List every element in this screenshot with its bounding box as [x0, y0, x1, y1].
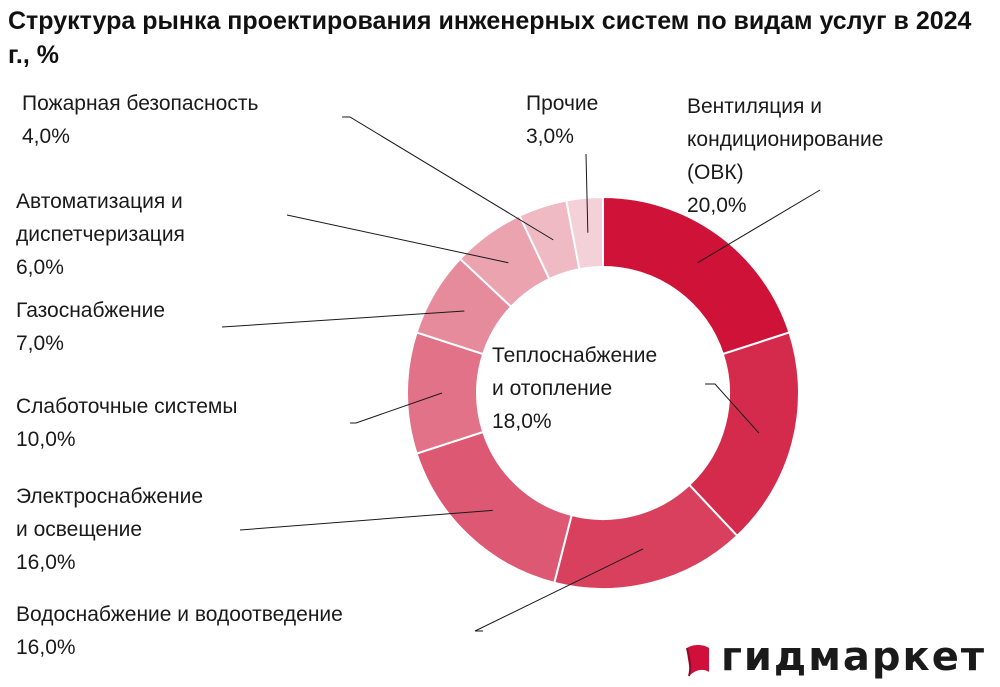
- label-fire-value: 4,0%: [22, 125, 70, 148]
- label-heat-value: 18,0%: [492, 410, 552, 433]
- label-fire-line-1: Пожарная безопасность: [22, 92, 259, 115]
- label-water: Водоснабжение и водоотведение 16,0%: [16, 598, 343, 664]
- label-fire: Пожарная безопасность 4,0%: [22, 87, 258, 153]
- leader-line-5: [350, 392, 443, 424]
- leader-line-1: [697, 189, 821, 264]
- brand-name: гидмаркет: [721, 634, 987, 680]
- label-ovk-value: 20,0%: [687, 194, 747, 217]
- label-ovk: Вентиляция и кондиционирование (ОВК) 20,…: [687, 90, 883, 222]
- leader-line-7: [286, 214, 509, 264]
- label-gas-line-1: Газоснабжение: [16, 299, 166, 322]
- donut-slice-9: [565, 195, 604, 271]
- leader-line-3: [474, 548, 644, 632]
- label-ovk-line-1: Вентиляция и: [687, 95, 822, 118]
- label-auto-line-1: Автоматизация и: [16, 190, 183, 213]
- chart-title: Структура рынка проектирования инженерны…: [8, 7, 972, 69]
- label-elec: Электроснабжение и освещение 16,0%: [16, 480, 203, 579]
- leader-line-4: [239, 509, 493, 531]
- leader-line-8: [342, 116, 554, 241]
- label-other-line-1: Прочие: [526, 92, 599, 115]
- label-gas-value: 7,0%: [16, 332, 64, 355]
- label-other-value: 3,0%: [526, 125, 574, 148]
- label-heat: Теплоснабжение и отопление 18,0%: [492, 339, 657, 438]
- label-lowcur-value: 10,0%: [16, 428, 76, 451]
- label-water-value: 16,0%: [16, 636, 76, 659]
- label-heat-line-1: Теплоснабжение: [492, 344, 658, 367]
- donut-slice-1: [602, 195, 791, 356]
- leader-line-6: [221, 310, 465, 328]
- label-ovk-line-3: (ОВК): [687, 161, 744, 184]
- label-elec-line-1: Электроснабжение: [16, 485, 204, 508]
- leader-line-2: [705, 383, 760, 434]
- label-auto-line-2: диспетчеризация: [16, 223, 185, 246]
- label-ovk-line-2: кондиционирование: [687, 128, 884, 151]
- label-auto-value: 6,0%: [16, 256, 64, 279]
- label-elec-value: 16,0%: [16, 551, 76, 574]
- gidmarket-logo-icon: [686, 645, 709, 677]
- label-heat-line-2: и отопление: [492, 377, 613, 400]
- label-auto: Автоматизация и диспетчеризация 6,0%: [16, 185, 185, 284]
- donut-slice-4: [415, 430, 573, 585]
- label-other: Прочие 3,0%: [526, 87, 598, 153]
- label-lowcur-line-1: Слаботочные системы: [16, 395, 238, 418]
- label-elec-line-2: и освещение: [16, 518, 143, 541]
- brand-logo: гидмаркет: [683, 634, 984, 682]
- label-lowcur: Слаботочные системы 10,0%: [16, 390, 237, 456]
- label-gas: Газоснабжение 7,0%: [16, 294, 165, 360]
- leader-line-9: [585, 153, 589, 233]
- label-water-line-1: Водоснабжение и водоотведение: [16, 603, 343, 626]
